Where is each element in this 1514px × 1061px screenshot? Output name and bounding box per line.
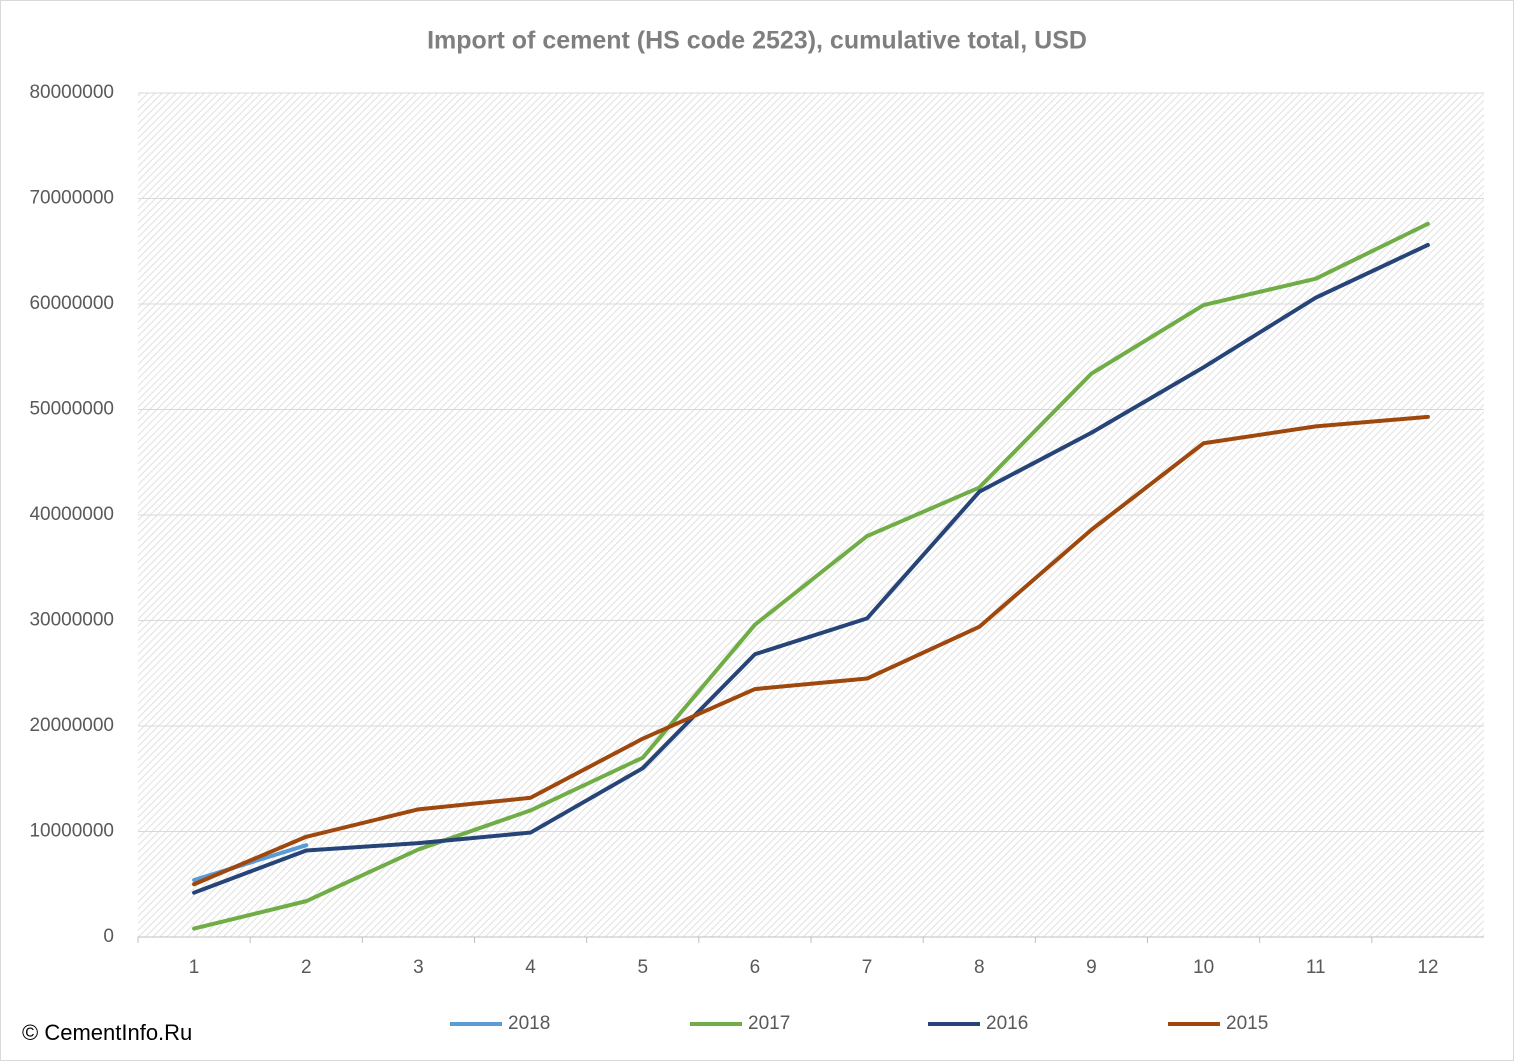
x-tick-label: 4	[525, 957, 536, 978]
legend-label: 2016	[986, 1013, 1028, 1034]
x-tick-label: 2	[301, 957, 312, 978]
copyright: © CementInfo.Ru	[22, 1020, 192, 1045]
y-tick-label: 40000000	[29, 504, 114, 525]
legend-label: 2018	[508, 1013, 550, 1034]
y-tick-label: 80000000	[29, 82, 114, 103]
line-series	[192, 221, 1430, 931]
x-tick-label: 3	[413, 957, 424, 978]
x-tick-label: 10	[1193, 957, 1214, 978]
x-tick-label: 7	[862, 957, 873, 978]
x-tick-label: 12	[1417, 957, 1438, 978]
x-tick-label: 6	[750, 957, 761, 978]
legend-label: 2015	[1226, 1013, 1268, 1034]
x-tick-label: 9	[1086, 957, 1097, 978]
y-tick-label: 20000000	[29, 715, 114, 736]
y-tick-label: 70000000	[29, 188, 114, 209]
y-tick-label: 30000000	[29, 610, 114, 631]
y-tick-label: 0	[103, 926, 114, 947]
x-tick-label: 11	[1306, 957, 1326, 978]
y-tick-label: 10000000	[29, 821, 114, 842]
chart-title: Import of cement (HS code 2523), cumulat…	[427, 27, 1087, 55]
legend-label: 2017	[748, 1013, 790, 1034]
line-series	[192, 242, 1430, 895]
x-tick-label: 5	[637, 957, 648, 978]
x-tick-label: 8	[974, 957, 985, 978]
line-series	[192, 414, 1430, 887]
x-tick-label: 1	[189, 957, 200, 978]
y-tick-label: 50000000	[29, 399, 114, 420]
y-tick-label: 60000000	[29, 293, 114, 314]
